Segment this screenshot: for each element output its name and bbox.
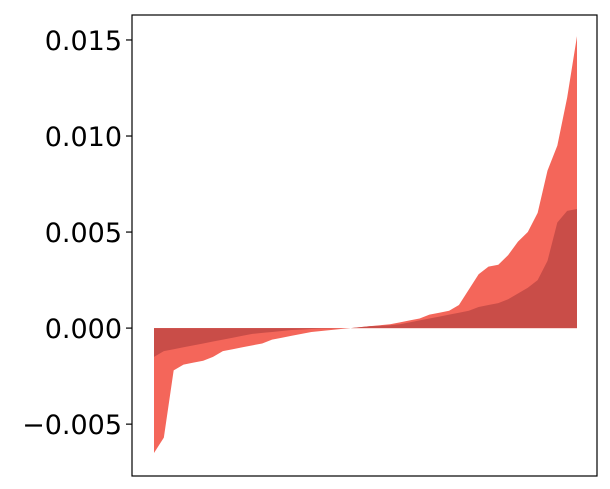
area-series-2: [154, 209, 577, 357]
y-tick-label: −0.005: [22, 410, 122, 441]
y-tick-label: 0.015: [45, 26, 122, 57]
y-axis: −0.005 0.000 0.005 0.010 0.015: [22, 26, 132, 441]
area-series-1: [154, 36, 577, 453]
y-tick-label: 0.010: [45, 122, 122, 153]
areas-layer: [154, 36, 577, 453]
y-tick-label: 0.005: [45, 218, 122, 249]
y-tick-label: 0.000: [45, 314, 122, 345]
plot-frame: [131, 14, 598, 477]
